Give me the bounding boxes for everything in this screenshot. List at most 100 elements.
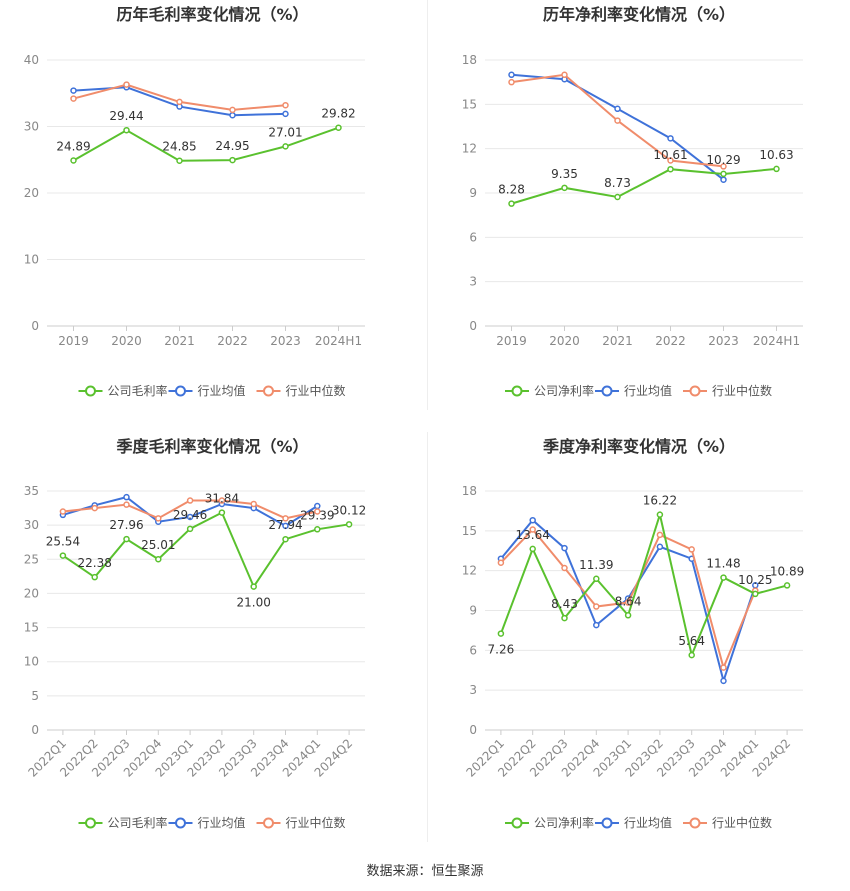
data-point-median — [720, 163, 727, 170]
x-tick-label: 2020 — [111, 334, 142, 348]
data-point-median — [70, 95, 77, 102]
legend-marker — [263, 817, 274, 829]
data-source: 数据来源：恒生聚源 — [366, 864, 484, 879]
data-label: 10.25 — [738, 573, 772, 587]
y-tick-label: 0 — [31, 319, 39, 333]
data-label: 9.35 — [551, 167, 578, 181]
y-tick-label: 9 — [469, 186, 477, 200]
data-label: 29.44 — [109, 109, 143, 123]
data-point-median — [218, 497, 226, 504]
chart-title: 历年净利率变化情况（%） — [543, 5, 735, 24]
y-tick-label: 20 — [24, 586, 39, 600]
data-point-avg — [720, 677, 727, 685]
x-tick-label: 2019 — [496, 334, 527, 348]
data-point-company — [345, 521, 353, 528]
legend-marker — [601, 385, 613, 397]
x-tick-label: 2022 — [655, 334, 686, 348]
data-point-company — [123, 535, 130, 543]
data-point-median — [593, 603, 600, 610]
legend-marker — [85, 817, 96, 829]
data-point-avg — [123, 493, 130, 501]
data-point-median — [561, 564, 568, 572]
legend-label: 行业中位数 — [286, 383, 346, 398]
y-tick-label: 0 — [31, 723, 39, 737]
legend-marker — [511, 817, 523, 829]
x-tick-label: 2021 — [164, 334, 195, 348]
legend-marker — [263, 385, 274, 397]
data-point-company — [614, 193, 621, 201]
legend-label: 公司净利率 — [534, 815, 594, 830]
data-point-median — [688, 546, 695, 553]
data-point-company — [720, 170, 727, 178]
data-point-median — [624, 599, 632, 606]
data-point-company — [561, 614, 568, 622]
data-point-median — [529, 526, 536, 533]
x-tick-label: 2024H1 — [315, 334, 362, 348]
x-tick-label: 2021 — [602, 334, 633, 348]
data-label: 24.85 — [162, 140, 196, 154]
data-point-median — [656, 531, 664, 539]
data-point-company — [250, 583, 257, 590]
data-label: 29.39 — [300, 508, 334, 522]
data-label: 27.01 — [268, 125, 302, 139]
legend-marker — [175, 817, 186, 829]
data-label: 5.64 — [678, 634, 705, 648]
legend-label: 公司毛利率 — [108, 383, 168, 398]
chart-annual-gross-margin: 历年毛利率变化情况（%） 0 10 20 30 40 2019 2020 2021 2022 202… — [24, 5, 365, 398]
data-point-company — [91, 573, 98, 581]
legend-marker — [175, 385, 186, 397]
y-tick-label: 15 — [462, 97, 477, 111]
data-point-median — [614, 117, 621, 124]
data-point-company — [176, 157, 183, 164]
y-tick-label: 10 — [24, 253, 39, 267]
panel-divider — [427, 0, 428, 410]
chart-panel-annual-net-margin: 历年净利率变化情况（%） 0 3 6 9 12 15 18 2019 2020 2021 2022 20… — [428, 0, 850, 420]
y-tick-label: 18 — [462, 53, 477, 67]
y-tick-label: 30 — [24, 518, 39, 532]
data-point-median — [667, 157, 674, 164]
y-tick-label: 0 — [469, 319, 477, 333]
x-tick-label: 2023 — [708, 334, 739, 348]
panel-divider — [427, 432, 428, 842]
y-tick-label: 9 — [469, 604, 477, 618]
data-label: 27.94 — [268, 518, 302, 532]
data-point-company — [561, 184, 568, 192]
chart-quarterly-gross-margin: 季度毛利率变化情况（%）051015202530352022Q12022Q220… — [24, 437, 367, 830]
y-tick-label: 15 — [462, 524, 477, 538]
data-point-company — [155, 555, 162, 563]
data-point-avg — [614, 105, 621, 113]
data-label: 10.61 — [653, 148, 687, 162]
data-point-median — [229, 106, 236, 114]
data-point-company — [720, 574, 727, 581]
data-label: 13.64 — [516, 528, 550, 542]
data-point-company — [314, 526, 321, 533]
data-point-avg — [561, 544, 568, 552]
legend-label: 行业均值 — [624, 383, 672, 398]
data-label: 8.28 — [498, 183, 525, 197]
y-tick-label: 6 — [469, 230, 477, 244]
data-label: 21.00 — [237, 596, 271, 610]
data-point-company — [218, 509, 226, 516]
y-tick-label: 3 — [469, 683, 477, 697]
legend-label: 行业中位数 — [712, 383, 772, 398]
y-tick-label: 25 — [24, 552, 39, 566]
data-label: 29.46 — [173, 508, 207, 522]
data-point-median — [123, 81, 130, 88]
legend-label: 行业均值 — [198, 383, 246, 398]
data-label: 7.26 — [488, 643, 515, 657]
data-point-avg — [529, 516, 536, 524]
data-point-median — [282, 515, 289, 522]
data-point-company — [508, 200, 515, 207]
data-point-company — [624, 612, 632, 619]
chart-quarterly-net-margin: 季度净利率变化情况（%）03691215182022Q12022Q22022Q3… — [462, 437, 805, 830]
data-point-median — [497, 559, 505, 566]
data-point-median — [91, 504, 98, 512]
data-point-median — [250, 500, 257, 508]
chart-panel-annual-gross-margin: 历年毛利率变化情况（%） 0 10 20 30 40 2019 2020 2021 2022 202… — [0, 0, 425, 420]
data-point-avg — [229, 111, 236, 119]
data-label: 24.89 — [56, 139, 90, 153]
legend-label: 公司毛利率 — [108, 815, 168, 830]
data-point-company — [593, 575, 600, 583]
data-label: 22.38 — [78, 556, 112, 570]
data-point-company — [282, 535, 289, 543]
